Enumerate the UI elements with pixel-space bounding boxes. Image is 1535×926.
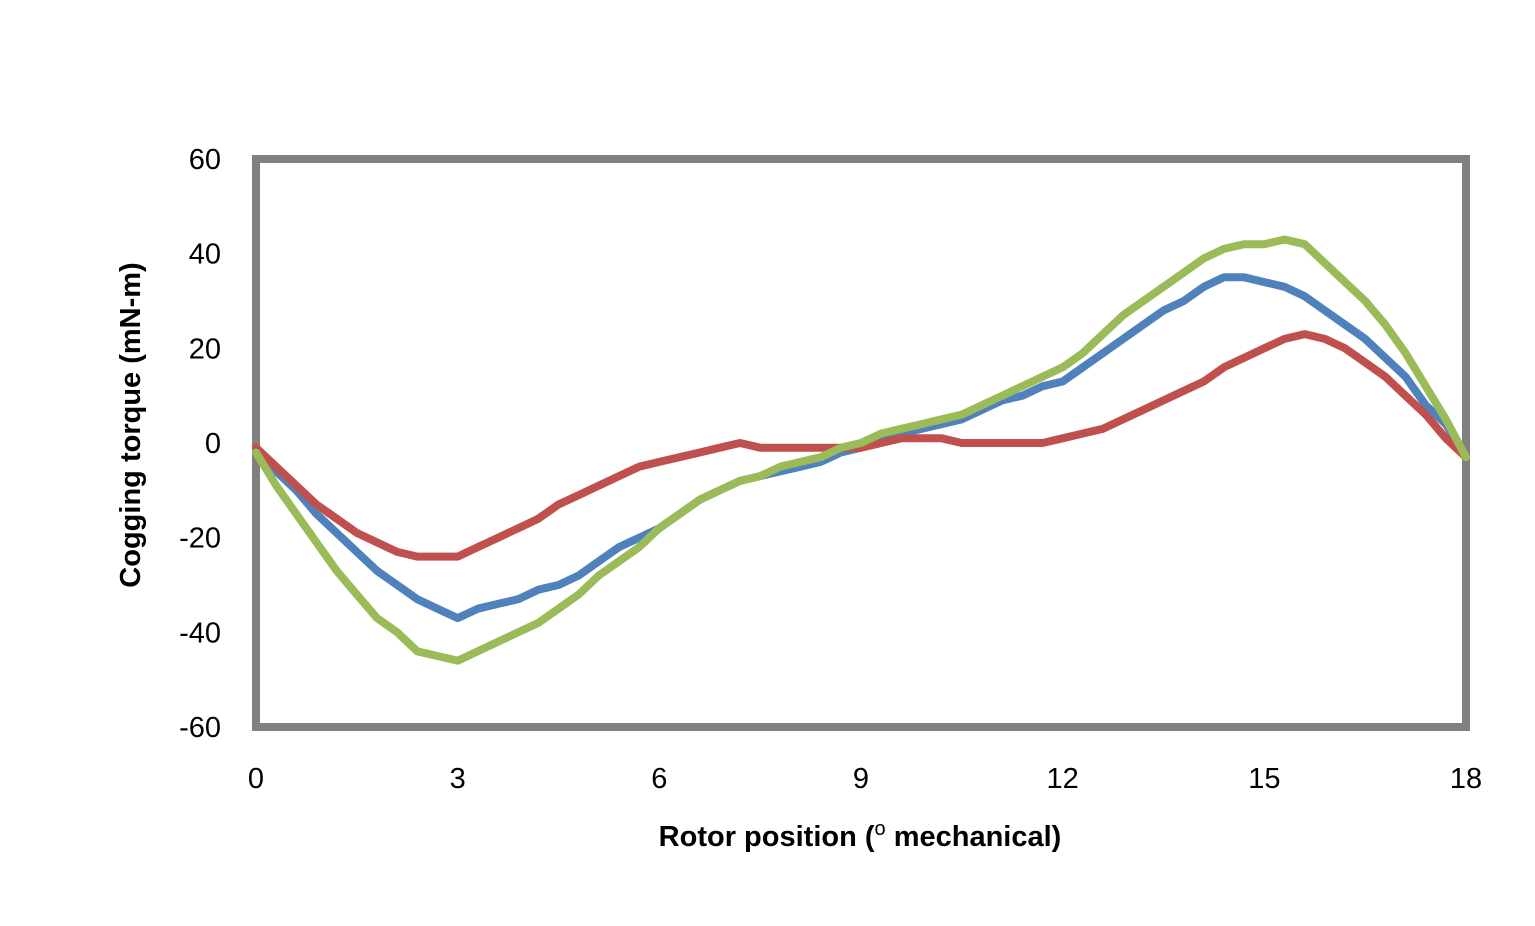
y-tick-label: 40	[189, 239, 221, 271]
x-tick-label: 18	[1450, 763, 1482, 795]
x-axis-title: Rotor position (o mechanical)	[659, 818, 1062, 853]
x-tick-label: 0	[248, 763, 264, 795]
x-axis-title-superscript: o	[875, 818, 886, 840]
x-axis-title-suffix: mechanical)	[886, 821, 1062, 853]
x-axis-title-prefix: Rotor position (	[659, 821, 875, 853]
x-tick-label: 9	[853, 763, 869, 795]
y-tick-label: 60	[189, 144, 221, 176]
x-tick-label: 3	[450, 763, 466, 795]
y-tick-labels: -60 -40 -20 0 20 40 60	[179, 144, 221, 744]
y-tick-label: 20	[189, 333, 221, 365]
series-line-3	[252, 235, 1470, 665]
y-tick-label: -60	[179, 712, 221, 744]
y-axis-title: Cogging torque (mN-m)	[115, 262, 147, 587]
x-tick-labels: 0 3 6 9 12 15 18	[248, 763, 1482, 795]
y-tick-label: -20	[179, 523, 221, 555]
x-tick-label: 15	[1248, 763, 1280, 795]
series-line-2	[252, 330, 1470, 561]
x-tick-label: 6	[651, 763, 667, 795]
series-layer	[252, 235, 1470, 665]
x-tick-label: 12	[1047, 763, 1079, 795]
y-tick-label: 0	[205, 428, 221, 460]
y-tick-label: -40	[179, 617, 221, 649]
